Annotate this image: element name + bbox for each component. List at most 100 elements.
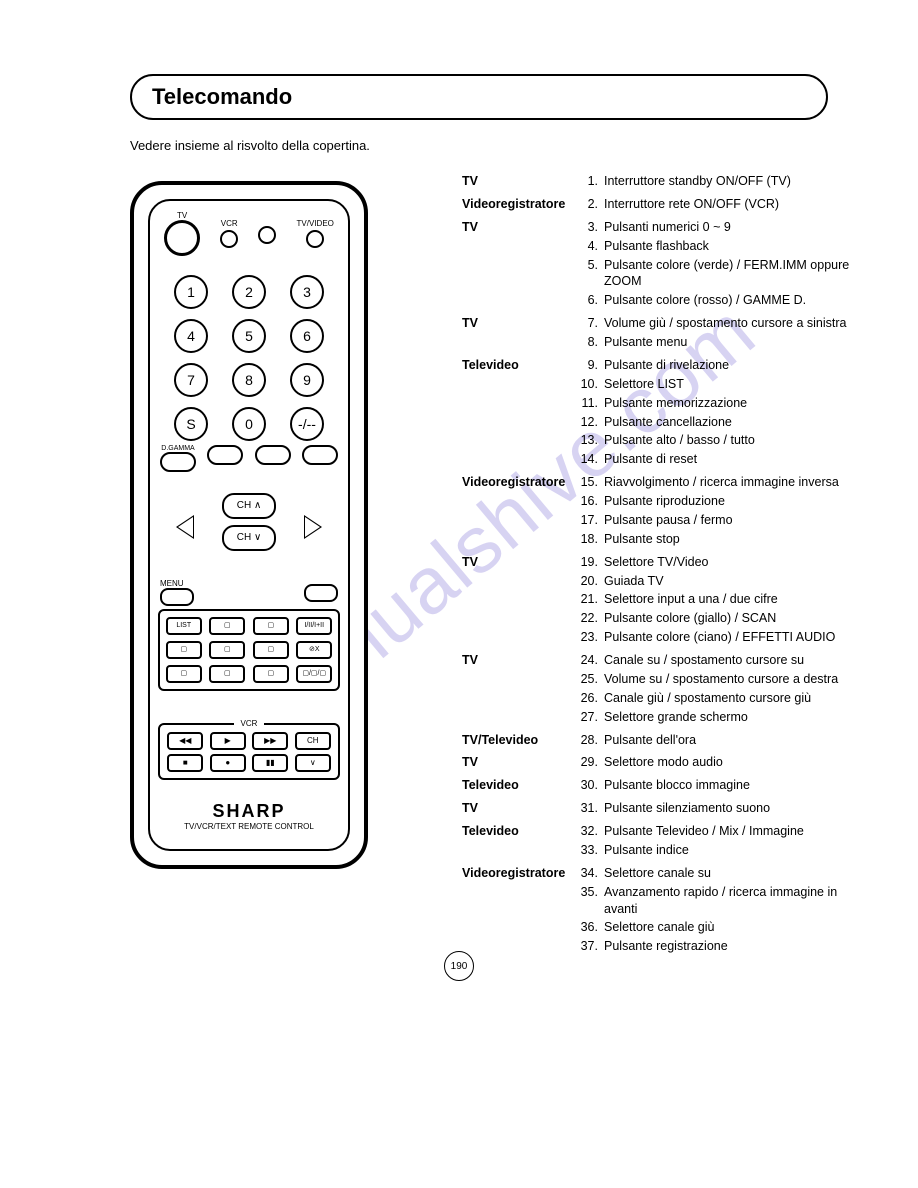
item-description: Pulsante Televideo / Mix / Immagine (604, 823, 858, 840)
description-row: 5.Pulsante colore (verde) / FERM.IMM opp… (462, 257, 858, 291)
item-description: Pulsante blocco immagine (604, 777, 858, 794)
remote-brand: SHARP TV/VCR/TEXT REMOTE CONTROL (134, 801, 364, 831)
num-3: 3 (290, 275, 324, 309)
description-row: Televideo9.Pulsante di rivelazione (462, 357, 858, 374)
item-description: Pulsante stop (604, 531, 858, 548)
item-description: Selettore grande schermo (604, 709, 858, 726)
category-label: TV (462, 554, 570, 571)
item-description: Interruttore standby ON/OFF (TV) (604, 173, 858, 190)
description-row: 37.Pulsante registrazione (462, 938, 858, 955)
item-description: Pulsante memorizzazione (604, 395, 858, 412)
item-description: Selettore canale giù (604, 919, 858, 936)
item-description: Pulsante di rivelazione (604, 357, 858, 374)
remote-nav-area: CH ∧ CH ∨ (168, 485, 330, 575)
description-row: TV24.Canale su / spostamento cursore su (462, 652, 858, 669)
category-label: TV (462, 800, 570, 817)
item-description: Pulsante colore (rosso) / GAMME D. (604, 292, 858, 309)
item-number: 6. (570, 292, 604, 309)
vcr-row-1: ◀◀ ▶ ▶▶ CH (164, 732, 334, 750)
description-row: 11.Pulsante memorizzazione (462, 395, 858, 412)
tbtn-11: ▢ (253, 665, 289, 683)
num-8: 8 (232, 363, 266, 397)
content-layout: TV VCR TV/VIDEO (40, 171, 878, 961)
description-row: 36.Selettore canale giù (462, 919, 858, 936)
title-capsule: Telecomando (130, 74, 828, 120)
remote-column: TV VCR TV/VIDEO (40, 171, 430, 961)
description-group: Videoregistratore2.Interruttore rete ON/… (462, 196, 858, 213)
vcr-play: ▶ (210, 732, 246, 750)
item-number: 33. (570, 842, 604, 859)
description-row: 16.Pulsante riproduzione (462, 493, 858, 510)
tbtn-audio: I/II/I+II (296, 617, 332, 635)
item-number: 10. (570, 376, 604, 393)
item-number: 15. (570, 474, 604, 491)
dgamma-btn: D.GAMMA (160, 445, 196, 472)
remote-illustration: TV VCR TV/VIDEO (130, 181, 368, 869)
manual-page: manualshive.com Telecomando Vedere insie… (0, 0, 918, 1001)
item-number: 17. (570, 512, 604, 529)
description-group: TV7.Volume giù / spostamento cursore a s… (462, 315, 858, 351)
item-number: 9. (570, 357, 604, 374)
item-number: 12. (570, 414, 604, 431)
item-number: 35. (570, 884, 604, 901)
description-row: 8.Pulsante menu (462, 334, 858, 351)
menu-right-btn (304, 584, 338, 602)
num-1: 1 (174, 275, 208, 309)
item-description: Pulsante alto / basso / tutto (604, 432, 858, 449)
vcr-chdn: ∨ (295, 754, 331, 772)
num-6: 6 (290, 319, 324, 353)
description-row: 12.Pulsante cancellazione (462, 414, 858, 431)
description-row: TV1.Interruttore standby ON/OFF (TV) (462, 173, 858, 190)
description-row: Videoregistratore15.Riavvolgimento / ric… (462, 474, 858, 491)
top-vcr-btn: VCR (220, 219, 238, 248)
item-description: Pulsante silenziamento suono (604, 800, 858, 817)
item-description: Pulsante colore (ciano) / EFFETTI AUDIO (604, 629, 858, 646)
description-group: TV24.Canale su / spostamento cursore su 2… (462, 652, 858, 726)
description-row: TV3.Pulsanti numerici 0 ~ 9 (462, 219, 858, 236)
description-row: 25.Volume su / spostamento cursore a des… (462, 671, 858, 688)
vol-up-arrow (304, 515, 322, 539)
item-number: 14. (570, 451, 604, 468)
mid-btn-2 (207, 445, 243, 472)
description-row: 6.Pulsante colore (rosso) / GAMME D. (462, 292, 858, 309)
top-aux-btn (258, 224, 276, 244)
description-row: 26.Canale giù / spostamento cursore giù (462, 690, 858, 707)
item-number: 30. (570, 777, 604, 794)
num-0: 0 (232, 407, 266, 441)
num-7: 7 (174, 363, 208, 397)
description-group: TV19.Selettore TV/Video20.Guiada TV21.Se… (462, 554, 858, 646)
item-number: 28. (570, 732, 604, 749)
category-label: Videoregistratore (462, 196, 570, 213)
vcr-stop: ■ (167, 754, 203, 772)
item-description: Pulsante riproduzione (604, 493, 858, 510)
item-description: Selettore modo audio (604, 754, 858, 771)
category-label: TV (462, 173, 570, 190)
remote-vcr-box: VCR ◀◀ ▶ ▶▶ CH ■ ● ▮▮ ∨ (158, 723, 340, 780)
description-row: TV29.Selettore modo audio (462, 754, 858, 771)
num-9: 9 (290, 363, 324, 397)
category-label: Videoregistratore (462, 474, 570, 491)
tbtn-3: ▢ (253, 617, 289, 635)
item-description: Avanzamento rapido / ricerca immagine in… (604, 884, 858, 918)
mid-btn-3 (255, 445, 291, 472)
vcr-row-2: ■ ● ▮▮ ∨ (164, 754, 334, 772)
description-column: TV1.Interruttore standby ON/OFF (TV)Vide… (462, 171, 878, 961)
item-number: 25. (570, 671, 604, 688)
description-row: 23.Pulsante colore (ciano) / EFFETTI AUD… (462, 629, 858, 646)
item-number: 1. (570, 173, 604, 190)
description-group: Televideo9.Pulsante di rivelazione 10.Sel… (462, 357, 858, 468)
description-row: 10.Selettore LIST (462, 376, 858, 393)
category-label: TV/Televideo (462, 732, 570, 749)
item-number: 11. (570, 395, 604, 412)
tbtn-7: ▢ (253, 641, 289, 659)
description-group: Videoregistratore15.Riavvolgimento / ric… (462, 474, 858, 548)
vcr-rewind: ◀◀ (167, 732, 203, 750)
item-number: 21. (570, 591, 604, 608)
description-row: 14.Pulsante di reset (462, 451, 858, 468)
num-s: S (174, 407, 208, 441)
tbtn-5: ▢ (166, 641, 202, 659)
vcr-title: VCR (234, 719, 264, 728)
item-number: 18. (570, 531, 604, 548)
description-row: 21.Selettore input a una / due cifre (462, 591, 858, 608)
category-label: TV (462, 219, 570, 236)
